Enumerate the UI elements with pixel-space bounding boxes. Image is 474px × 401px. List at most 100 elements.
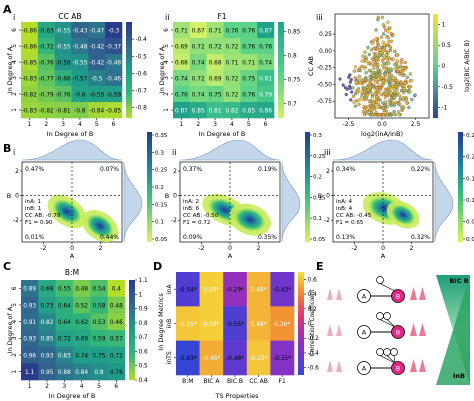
density-colorbar-tick-label: 0.25 [155,168,168,174]
heatmap-cell [223,340,248,376]
heatmap-cell-label: 0.58 [93,303,106,309]
scatter-y-tick-label: -0.50 [317,82,332,88]
heatmap-c-x-tick-label: 3 [62,383,66,390]
density-x-tick-label: 0 [228,245,232,252]
scatter-point [372,66,376,70]
scatter-point [364,58,368,62]
heatmap-cell [21,330,39,347]
scatter-point [389,69,393,73]
heatmap-cell [176,306,200,341]
heatmap-cell [107,346,126,364]
heatmap-cell [240,102,258,119]
density-colorbar-tick-label: 0.3 [313,133,322,139]
scatter-point [386,80,391,84]
quadrant-percent-label: 0.07% [100,166,119,173]
signal-peak-icon [327,288,333,300]
heatmap-cell-label: -0.57 [72,76,87,82]
density-colorbar-tick-label: 0.1 [155,220,164,226]
heatmap-cell-label: 0.75 [93,353,106,359]
heatmap-d-x-tick-label: BIC A [203,378,220,385]
heatmap-a-ii-x-tick-label: 1 [180,121,184,128]
heatmap-cell-label: -0.63* [179,356,197,362]
density-annotation-line: inA: 1 [25,199,41,205]
density-x-tick-label: -2 [40,245,46,252]
heatmap-cell [73,280,91,297]
heatmap-cell-label: 0.74 [175,76,188,82]
heatmap-cell-label: 0.69 [175,44,188,50]
heatmap-cell [223,272,248,307]
parent-node [376,276,384,284]
heatmap-cell-label: 0.36* [274,322,290,328]
quadrant-percent-label: 0.32% [411,234,430,241]
heatmap-d-cells: -0.54* 0.58* -0.29* 0.48* -0.43*-0.55* 0.58* -… [166,272,295,385]
heatmap-cell [206,22,224,39]
colorbar-a-iii-tick-label: -0.5 [442,85,454,91]
density-colorbar-tick-label: 0.35 [155,133,168,139]
colorbar-a-i-tick-label: -0.7 [136,89,148,95]
heatmap-cell-label: 0.87 [259,28,272,34]
scatter-point [358,81,363,85]
scatter-point [383,72,387,76]
heatmap-cell [38,313,56,331]
scatter-point [410,97,414,102]
density-xlabel: A [381,252,386,260]
heatmap-c-y-tick-label: 5 [11,303,18,307]
heatmap-cell [105,102,123,119]
heatmap-cell-label: -0.55 [56,44,71,50]
heatmap-cell-label: 0.72 [225,44,238,50]
scatter-point [392,84,397,88]
density-annotation-line: inB: 4 [336,206,353,212]
colorbar-c-tick-label: 0.8 [139,321,149,327]
density-colorbar-tick-label: 0.05 [155,237,168,243]
heatmap-cell [90,363,108,381]
heatmap-cell [38,330,56,347]
heatmap-cell [270,306,295,341]
scatter-point [353,76,358,80]
heatmap-cell-label: 0.71 [242,60,255,66]
heatmap-cell [88,86,106,103]
heatmap-cell-label: -0.42 [89,60,104,66]
heatmap-cell-label: 0.74 [192,60,205,66]
heatmap-a-ii-y-tick-label: 1 [163,108,170,112]
heatmap-cell [107,363,126,381]
heatmap-cell-label: 0.71 [225,60,238,66]
heatmap-cell-label: -0.56 [56,60,71,66]
heatmap-cell-label: 0.82 [225,108,238,114]
heatmap-cell-label: 0.53 [93,320,106,326]
heatmap-cell [206,38,224,55]
quadrant-percent-label: 0.34% [336,166,355,173]
heatmap-cell-label: -0.82 [22,92,37,98]
scatter-y-tick-label: -0.25 [317,66,332,72]
heatmap-cell-label: 0.58* [203,322,219,328]
heatmap-cell-label: 0.4 [112,287,122,293]
heatmap-cell [206,54,224,71]
heatmap-cell-label: 0.72 [225,92,238,98]
scatter-point [393,90,397,95]
scatter-point [364,71,368,75]
parent-edge [379,355,396,364]
scatter-y-tick-label: -0.75 [317,99,332,105]
colorbar-a-iii-label: log2(BIC A/BIC B) [464,40,471,92]
scatter-point [386,39,391,44]
scatter-point [395,53,399,57]
heatmap-cell [21,346,39,364]
scatter-point [388,112,393,117]
scatter-point [386,20,390,24]
scatter-point [386,59,390,63]
heatmap-a-ii-title: F1 [217,12,226,21]
scatter-point [358,97,362,102]
quadrant-percent-label: 0.19% [258,166,277,173]
heatmap-d-ylabel: In Degree Metrics [157,293,165,351]
density-annotation-line: inB: 1 [25,206,42,212]
density-colorbar-tick-label: 0.05 [466,220,474,226]
scatter-point [365,111,369,116]
marginal-y-density [434,161,454,243]
scatter-point [396,69,400,73]
density-x-tick-label: -2 [198,245,204,252]
scatter-point [358,68,362,73]
heatmap-cell-label: -0.82 [39,108,54,114]
scatter-point [374,92,378,96]
heatmap-cell-label: -0.79 [39,92,54,98]
heatmap-cell [246,306,271,341]
node-a [357,361,371,375]
